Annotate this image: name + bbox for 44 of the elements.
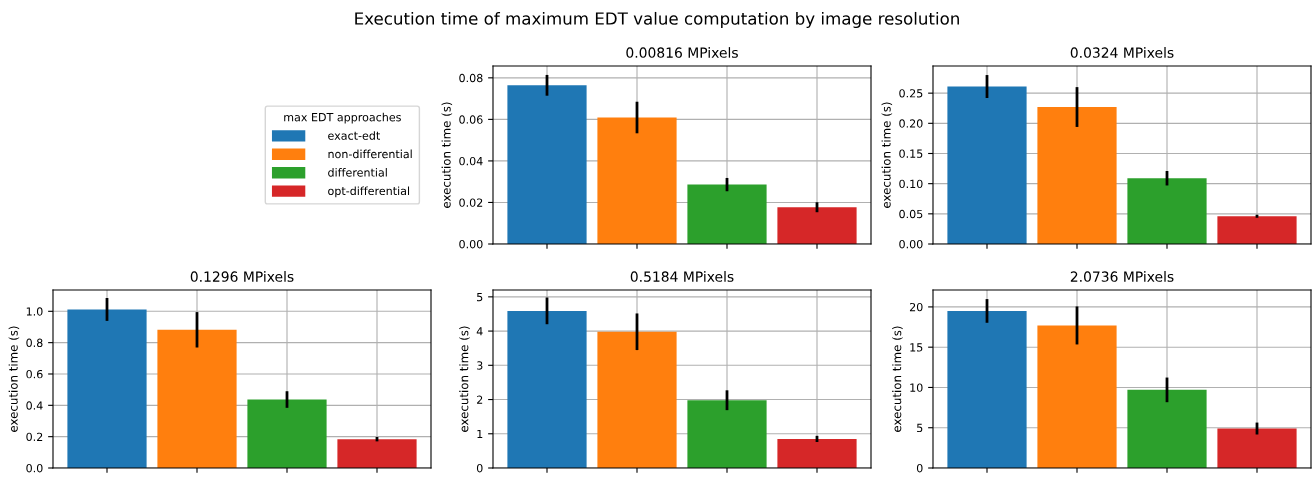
chart-title: 0.5184 MPixels xyxy=(630,271,734,282)
y-tick-label: 0.10 xyxy=(899,179,923,189)
y-tick-label: 0.4 xyxy=(26,401,43,410)
y-tick-label: 0.0 xyxy=(26,463,43,473)
legend-label: non-differential xyxy=(328,149,412,159)
legend-label: opt-differential xyxy=(328,186,410,198)
y-tick-label: 0 xyxy=(476,463,483,473)
y-tick-label: 0.08 xyxy=(459,73,483,83)
y-tick-label: 4 xyxy=(476,327,483,336)
chart-title: 0.0324 MPixels xyxy=(1070,47,1174,58)
y-tick-label: 1.0 xyxy=(26,307,43,316)
y-axis-title: execution time (s) xyxy=(441,102,453,208)
legend-title: max EDT approaches xyxy=(284,112,401,124)
y-tick-label: 0.05 xyxy=(899,209,923,219)
y-tick-label: 0.02 xyxy=(459,198,483,207)
y-tick-label: 20 xyxy=(909,302,923,312)
y-tick-label: 0.8 xyxy=(26,338,43,348)
chart-title: 0.1296 MPixels xyxy=(190,271,294,282)
legend-label: exact-edt xyxy=(328,131,380,140)
y-tick-label: 0.04 xyxy=(459,156,483,166)
chart-title: 2.0736 MPixels xyxy=(1070,271,1174,282)
y-tick-label: 5 xyxy=(477,292,483,302)
y-tick-label: 0.6 xyxy=(26,369,43,379)
y-tick-label: 0.25 xyxy=(899,89,923,98)
y-tick-label: 0.15 xyxy=(899,149,923,158)
legend-label: differential xyxy=(328,168,387,177)
text: Execution time of maximum EDT value computation by image resolution xyxy=(355,11,959,29)
y-tick-label: 15 xyxy=(910,343,923,352)
y-tick-label: 2 xyxy=(477,395,483,404)
y-axis-title: execution time (s) xyxy=(8,326,20,432)
y-tick-label: 0.00 xyxy=(899,239,923,249)
chart-title: 0.00816 MPixels xyxy=(626,47,738,58)
y-tick-label: 5 xyxy=(917,423,923,433)
y-tick-label: 0.06 xyxy=(459,115,483,124)
y-tick-label: 10 xyxy=(910,383,923,392)
y-axis-title: execution time (s) xyxy=(892,326,903,432)
y-tick-label: 0.2 xyxy=(26,432,43,442)
y-axis-title: execution time (s) xyxy=(881,102,893,208)
y-tick-label: 0.00 xyxy=(459,239,483,249)
y-tick-label: 0.20 xyxy=(899,119,923,128)
y-axis-title: execution time (s) xyxy=(459,326,470,432)
y-tick-label: 0 xyxy=(916,463,923,473)
y-tick-label: 1 xyxy=(477,429,483,438)
y-tick-label: 3 xyxy=(477,361,483,370)
